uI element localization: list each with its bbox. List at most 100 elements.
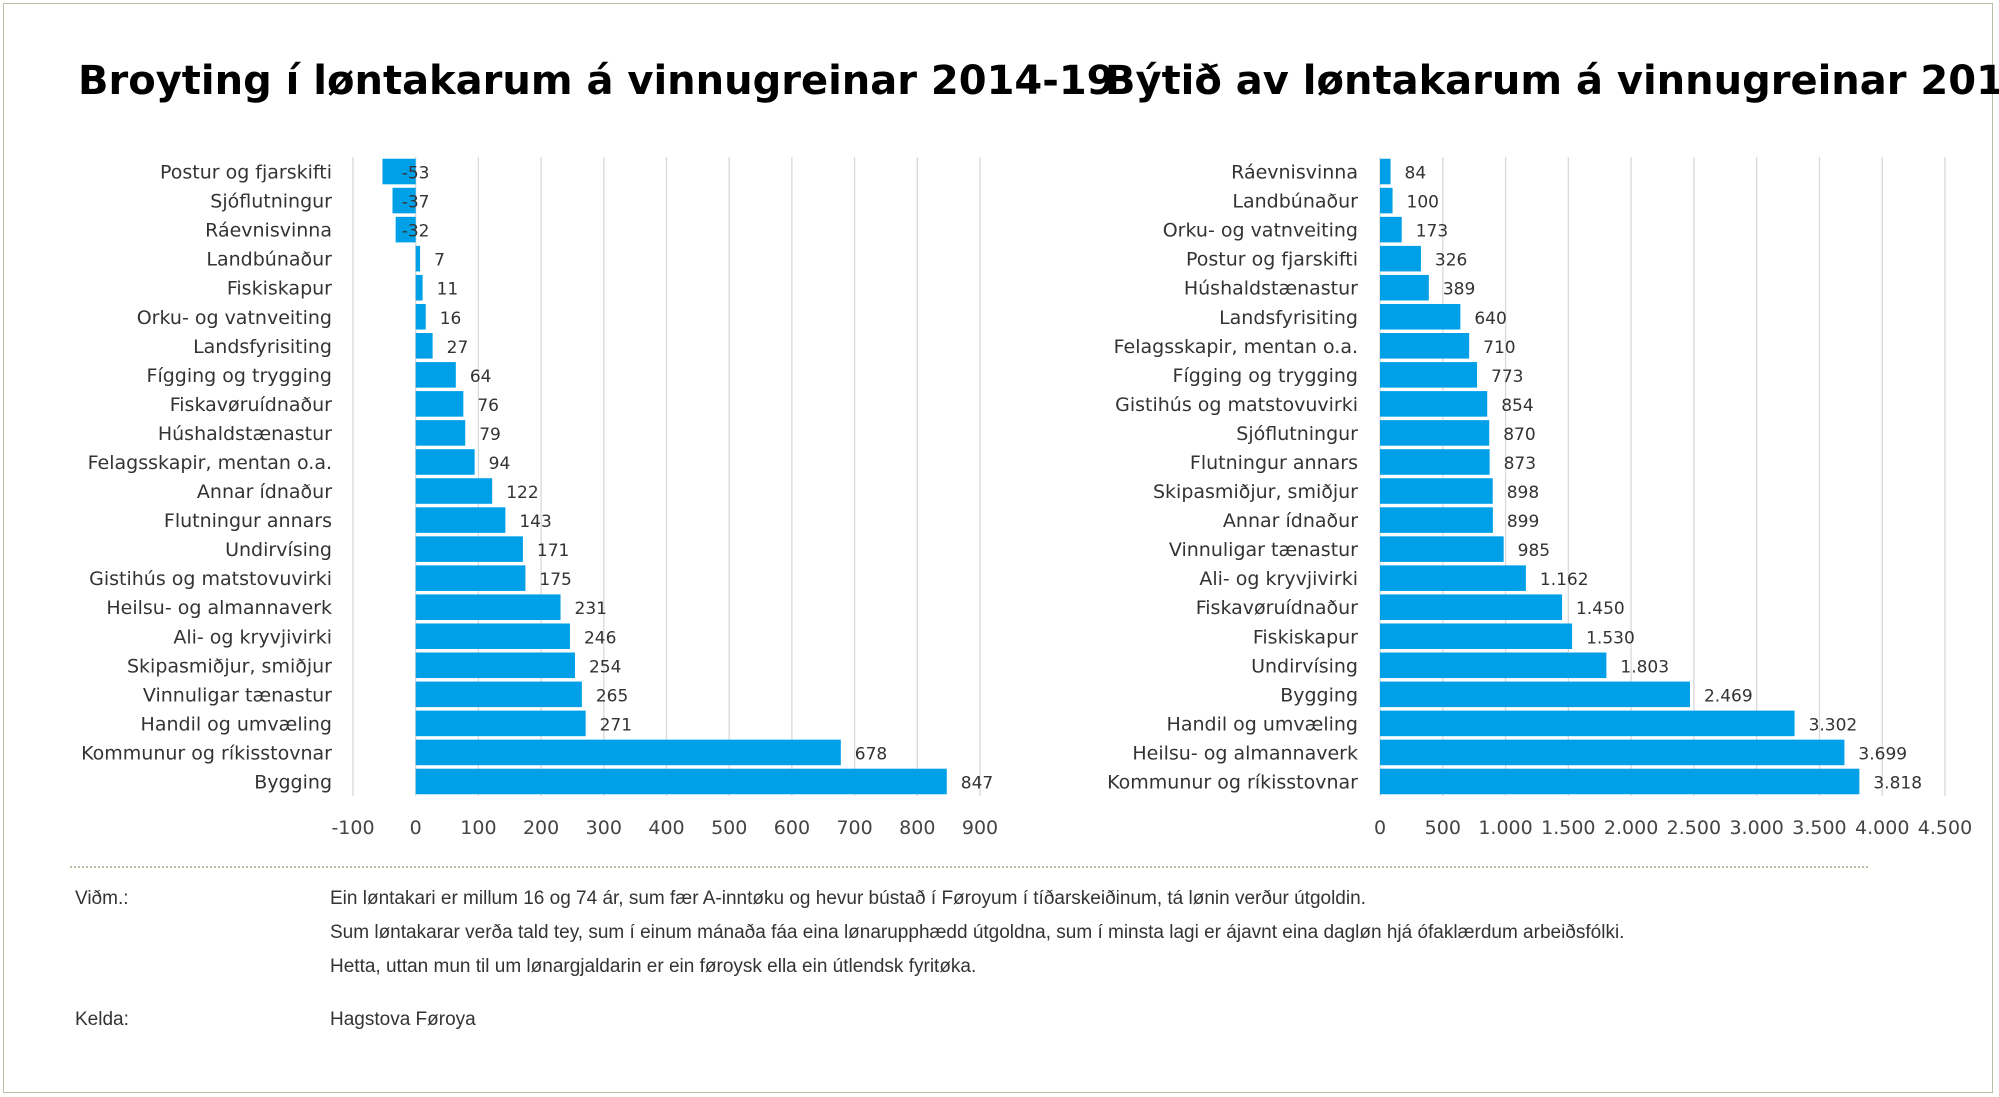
right-category-label: Felagsskapir, mentan o.a. <box>1114 336 1358 358</box>
right-category-label: Gistihús og matstovuvirki <box>1115 394 1358 416</box>
right-category-label: Landbúnaður <box>1232 191 1358 213</box>
left-value-label: 678 <box>855 744 887 764</box>
right-category-label: Postur og fjarskifti <box>1186 249 1358 271</box>
left-bar <box>415 739 841 766</box>
left-value-label: 271 <box>600 715 632 735</box>
left-category-label: Skipasmiðjur, smiðjur <box>127 655 332 677</box>
right-tick-label: 1.500 <box>1541 817 1595 839</box>
right-bar <box>1380 710 1795 737</box>
right-tick-label: 4.500 <box>1918 817 1972 839</box>
right-value-label: 640 <box>1474 309 1506 329</box>
left-value-label: -37 <box>402 193 430 213</box>
right-bar <box>1380 652 1607 679</box>
left-tick-label: 200 <box>523 817 559 839</box>
right-bar <box>1380 391 1488 417</box>
left-category-label: Fiskavøruídnaður <box>170 394 332 416</box>
left-bar <box>395 216 416 243</box>
left-category-label: Bygging <box>254 771 332 793</box>
right-category-label: Undirvísing <box>1251 655 1358 677</box>
left-category-label: Undirvísing <box>225 539 332 561</box>
right-value-label: 1.450 <box>1576 599 1625 619</box>
left-category-label: Gistihús og matstovuvirki <box>89 568 332 590</box>
right-tick-label: 500 <box>1425 817 1461 839</box>
right-category-label: Fiskiskapur <box>1253 626 1358 648</box>
right-value-label: 1.162 <box>1540 570 1589 590</box>
right-tick-label: 1.000 <box>1478 817 1532 839</box>
right-value-label: 100 <box>1407 193 1439 213</box>
left-bar <box>415 536 523 562</box>
right-category-label: Ali- og kryvjivirki <box>1199 568 1358 590</box>
right-bar <box>1380 565 1526 591</box>
right-category-label: Skipasmiðjur, smiðjur <box>1153 481 1358 503</box>
left-value-label: 265 <box>596 686 628 706</box>
right-value-label: 873 <box>1504 454 1536 474</box>
right-bar <box>1380 303 1461 330</box>
right-category-label: Vinnuligar tænastur <box>1169 539 1358 561</box>
left-value-label: 64 <box>470 367 492 387</box>
right-bar <box>1380 507 1493 533</box>
note-line-3: Hetta, uttan mun til um lønargjaldarin e… <box>330 956 977 977</box>
right-bar <box>1380 594 1563 620</box>
left-value-label: -32 <box>402 222 430 242</box>
left-bar <box>415 274 423 301</box>
left-category-label: Húshaldstænastur <box>158 423 332 445</box>
left-category-label: Fígging og trygging <box>147 365 332 387</box>
left-category-label: Ráevnisvinna <box>205 220 332 242</box>
right-tick-label: 2.500 <box>1667 817 1721 839</box>
right-value-label: 3.699 <box>1858 744 1907 764</box>
chart-title-left: Broyting í løntakarum á vinnugreinar 201… <box>78 58 1115 104</box>
right-value-label: 1.803 <box>1620 657 1669 677</box>
right-tick-label: 3.000 <box>1729 817 1783 839</box>
right-category-label: Sjóflutningur <box>1236 423 1358 445</box>
left-bar <box>415 420 466 446</box>
left-category-label: Annar ídnaður <box>197 481 332 503</box>
left-bar <box>415 449 475 475</box>
left-bar <box>415 594 561 620</box>
source-value: Hagstova Føroya <box>330 1009 476 1030</box>
right-value-label: 2.469 <box>1704 686 1753 706</box>
left-value-label: 79 <box>479 425 501 445</box>
left-tick-label: 500 <box>711 817 747 839</box>
right-bar <box>1380 362 1478 388</box>
source-label: Kelda: <box>75 1009 129 1030</box>
right-value-label: 1.530 <box>1586 628 1635 648</box>
left-category-label: Landsfyrisiting <box>193 336 332 358</box>
right-value-label: 389 <box>1443 280 1475 300</box>
left-category-label: Handil og umvæling <box>141 713 332 735</box>
left-category-label: Ali- og kryvjivirki <box>173 626 332 648</box>
left-category-label: Postur og fjarskifti <box>160 162 332 184</box>
right-category-label: Heilsu- og almannaverk <box>1132 742 1358 764</box>
left-value-label: 94 <box>489 454 511 474</box>
left-tick-label: 700 <box>836 817 872 839</box>
right-category-label: Handil og umvæling <box>1167 713 1358 735</box>
right-bar <box>1380 739 1845 766</box>
right-category-label: Orku- og vatnveiting <box>1163 220 1358 242</box>
left-value-label: 175 <box>539 570 571 590</box>
left-bar <box>415 362 456 388</box>
left-category-label: Landbúnaður <box>206 249 332 271</box>
right-bar <box>1380 681 1690 708</box>
left-bar <box>415 768 947 795</box>
left-bar <box>392 187 416 214</box>
left-tick-label: 600 <box>774 817 810 839</box>
left-bar <box>415 245 421 272</box>
right-bar <box>1380 245 1421 272</box>
right-category-label: Fiskavøruídnaður <box>1196 597 1358 619</box>
right-bar <box>1380 333 1470 359</box>
right-value-label: 173 <box>1416 222 1448 242</box>
right-bar <box>1380 623 1573 650</box>
right-category-label: Húshaldstænastur <box>1184 278 1358 300</box>
right-value-label: 985 <box>1518 541 1550 561</box>
right-tick-label: 4.000 <box>1855 817 1909 839</box>
right-bar <box>1380 768 1860 795</box>
left-value-label: 143 <box>519 512 551 532</box>
right-bar <box>1380 478 1493 504</box>
left-bar <box>415 710 586 737</box>
right-bar <box>1380 536 1504 562</box>
left-category-label: Kommunur og ríkisstovnar <box>81 742 332 764</box>
right-bar <box>1380 449 1490 475</box>
left-tick-label: 0 <box>410 817 422 839</box>
left-value-label: 16 <box>440 309 462 329</box>
left-tick-label: -100 <box>331 817 374 839</box>
left-value-label: 11 <box>437 280 459 300</box>
